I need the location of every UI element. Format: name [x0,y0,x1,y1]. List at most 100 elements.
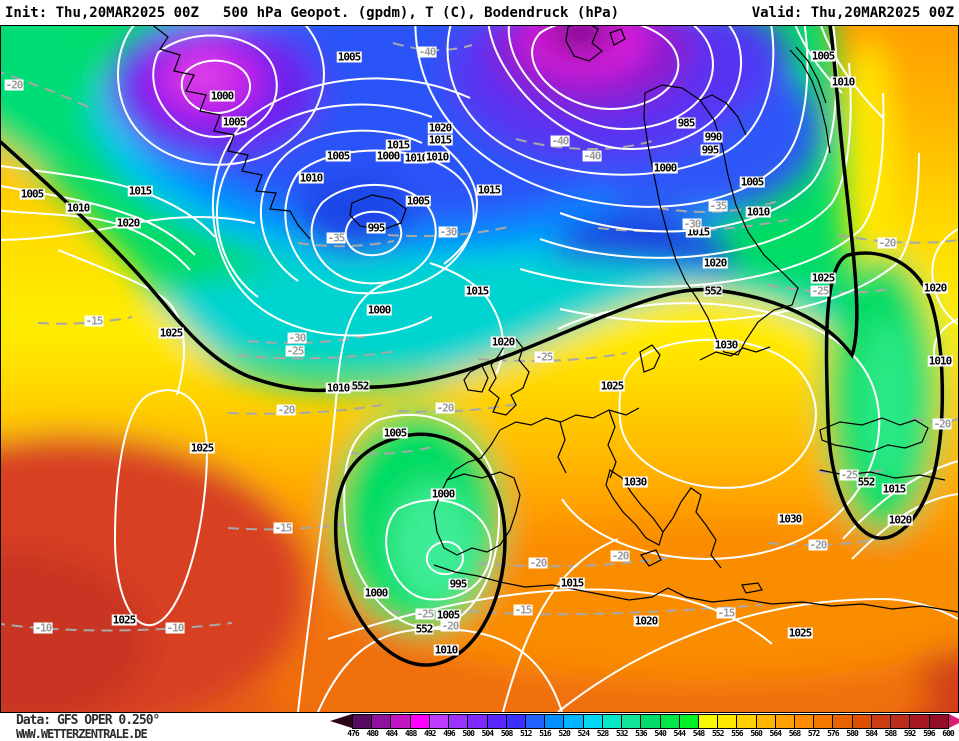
pressure-label: 1005 [739,175,765,189]
coastlines [151,25,959,613]
pressure-label: 1005 [382,426,408,440]
thickness-label: 552 [703,284,723,298]
colorbar-tick: 516 [539,729,551,738]
temperature-label: -25 [534,350,554,364]
pressure-label: 1025 [787,626,813,640]
colorbar-tick: 476 [347,729,359,738]
pressure-label: 1015 [476,183,502,197]
colorbar-tick: 548 [692,729,705,738]
pressure-label: 1005 [810,49,836,63]
website-text: WWW.WETTERZENTRALE.DE [16,727,148,741]
colorbar-tick: 596 [923,729,935,738]
temperature-label: -25 [285,344,305,358]
pressure-label: 1005 [435,608,461,622]
colorbar-segment [698,715,719,728]
colorbar-segment [852,715,872,728]
colorbar-right-arrow-icon [949,714,959,728]
colorbar-segment [564,715,584,728]
pressure-label: 1000 [366,303,392,317]
temperature-label: -30 [682,217,702,231]
temperature-label: -20 [610,549,630,563]
pressure-label: 1030 [777,512,803,526]
map-canvas [0,25,959,713]
pressure-label: 990 [703,130,723,144]
colorbar-segment [372,715,392,728]
thickness-label: 552 [350,379,370,393]
pressure-label: 1015 [127,184,153,198]
colorbar-tick: 544 [673,729,686,738]
colorbar-segment [468,715,488,728]
colorbar-tick: 552 [711,729,724,738]
colorbar-left-arrow-icon [330,714,352,728]
pressure-label: 1020 [633,614,659,628]
colorbar-segment [679,715,699,728]
pressure-label: 1020 [115,216,141,230]
colorbar-segment [660,715,680,728]
pressure-label: 1010 [325,381,351,395]
temperature-label: -40 [582,149,602,163]
colorbar-tick: 592 [903,729,916,738]
pressure-label: 1010 [65,201,91,215]
colorbar-segment [602,715,623,728]
colorbar-scale [352,714,949,729]
temperature-label: -15 [273,521,293,535]
pressure-label: 1005 [336,50,362,64]
temperature-label: -20 [528,556,548,570]
temperature-label: -15 [84,314,104,328]
colorbar-segment [545,715,565,728]
pressure-label: 1010 [424,150,450,164]
colorbar-segment [525,715,546,728]
pressure-label: 1025 [189,441,215,455]
valid-time: Valid: Thu,20MAR2025 00Z [751,4,954,21]
temperature-label: -40 [550,134,570,148]
pressure-label: 1030 [713,338,739,352]
map-label-layer: 985 990 995 1000 1005 1010 1015 1020 1025 1030 100… [0,25,959,713]
colorbar-segment [449,715,469,728]
colorbar: 476 480 484 488 492 496 500 504 508 512 516 520 524 5… [330,714,959,741]
colorbar-segment [353,715,373,728]
temperature-label: -40 [417,45,437,59]
pressure-label: 1015 [559,576,585,590]
pressure-label: 1010 [745,205,771,219]
pressure-label: 1010 [433,643,459,657]
temperature-label: -15 [716,606,736,620]
footer-bar: Data: GFS OPER 0.250° WWW.WETTERZENTRALE… [0,713,959,741]
isobar-contours [0,25,959,713]
colorbar-tick: 600 [942,729,954,738]
pressure-label: 1010 [830,75,856,89]
pressure-label: 1000 [363,586,389,600]
colorbar-segment [756,715,776,728]
colorbar-tick: 512 [520,729,532,738]
pressure-label: 1015 [464,284,490,298]
colorbar-tick: 496 [443,729,455,738]
colorbar-tick: 580 [846,729,858,738]
pressure-label: 1025 [810,271,836,285]
colorbar-tick: 480 [366,729,378,738]
temperature-label: -20 [440,619,460,633]
colorbar-segment [641,715,661,728]
colorbar-segment [833,715,853,728]
temperature-label: -30 [438,225,458,239]
colorbar-tick: 556 [731,729,743,738]
colorbar-tick: 540 [654,729,666,738]
pressure-label: 1020 [922,281,948,295]
pressure-label: 1015 [385,138,411,152]
pressure-label: 1020 [427,121,453,135]
pressure-label: 1025 [111,613,137,627]
colorbar-tick: 584 [865,729,877,738]
pressure-label: 1005 [405,194,431,208]
data-source-text: Data: GFS OPER 0.250° [16,713,160,728]
pressure-label: 995 [366,221,386,235]
pressure-label: 1020 [490,335,516,349]
colorbar-segment [795,715,815,728]
temperature-label: -20 [276,403,296,417]
temperature-label: -25 [415,607,435,621]
temperature-label: -25 [810,284,830,298]
temperature-label: -35 [708,199,728,213]
colorbar-segment [871,715,892,728]
pressure-label: 1010 [298,171,324,185]
pressure-label: 985 [676,116,696,130]
colorbar-segment [929,715,948,728]
temperature-label: -15 [513,603,533,617]
